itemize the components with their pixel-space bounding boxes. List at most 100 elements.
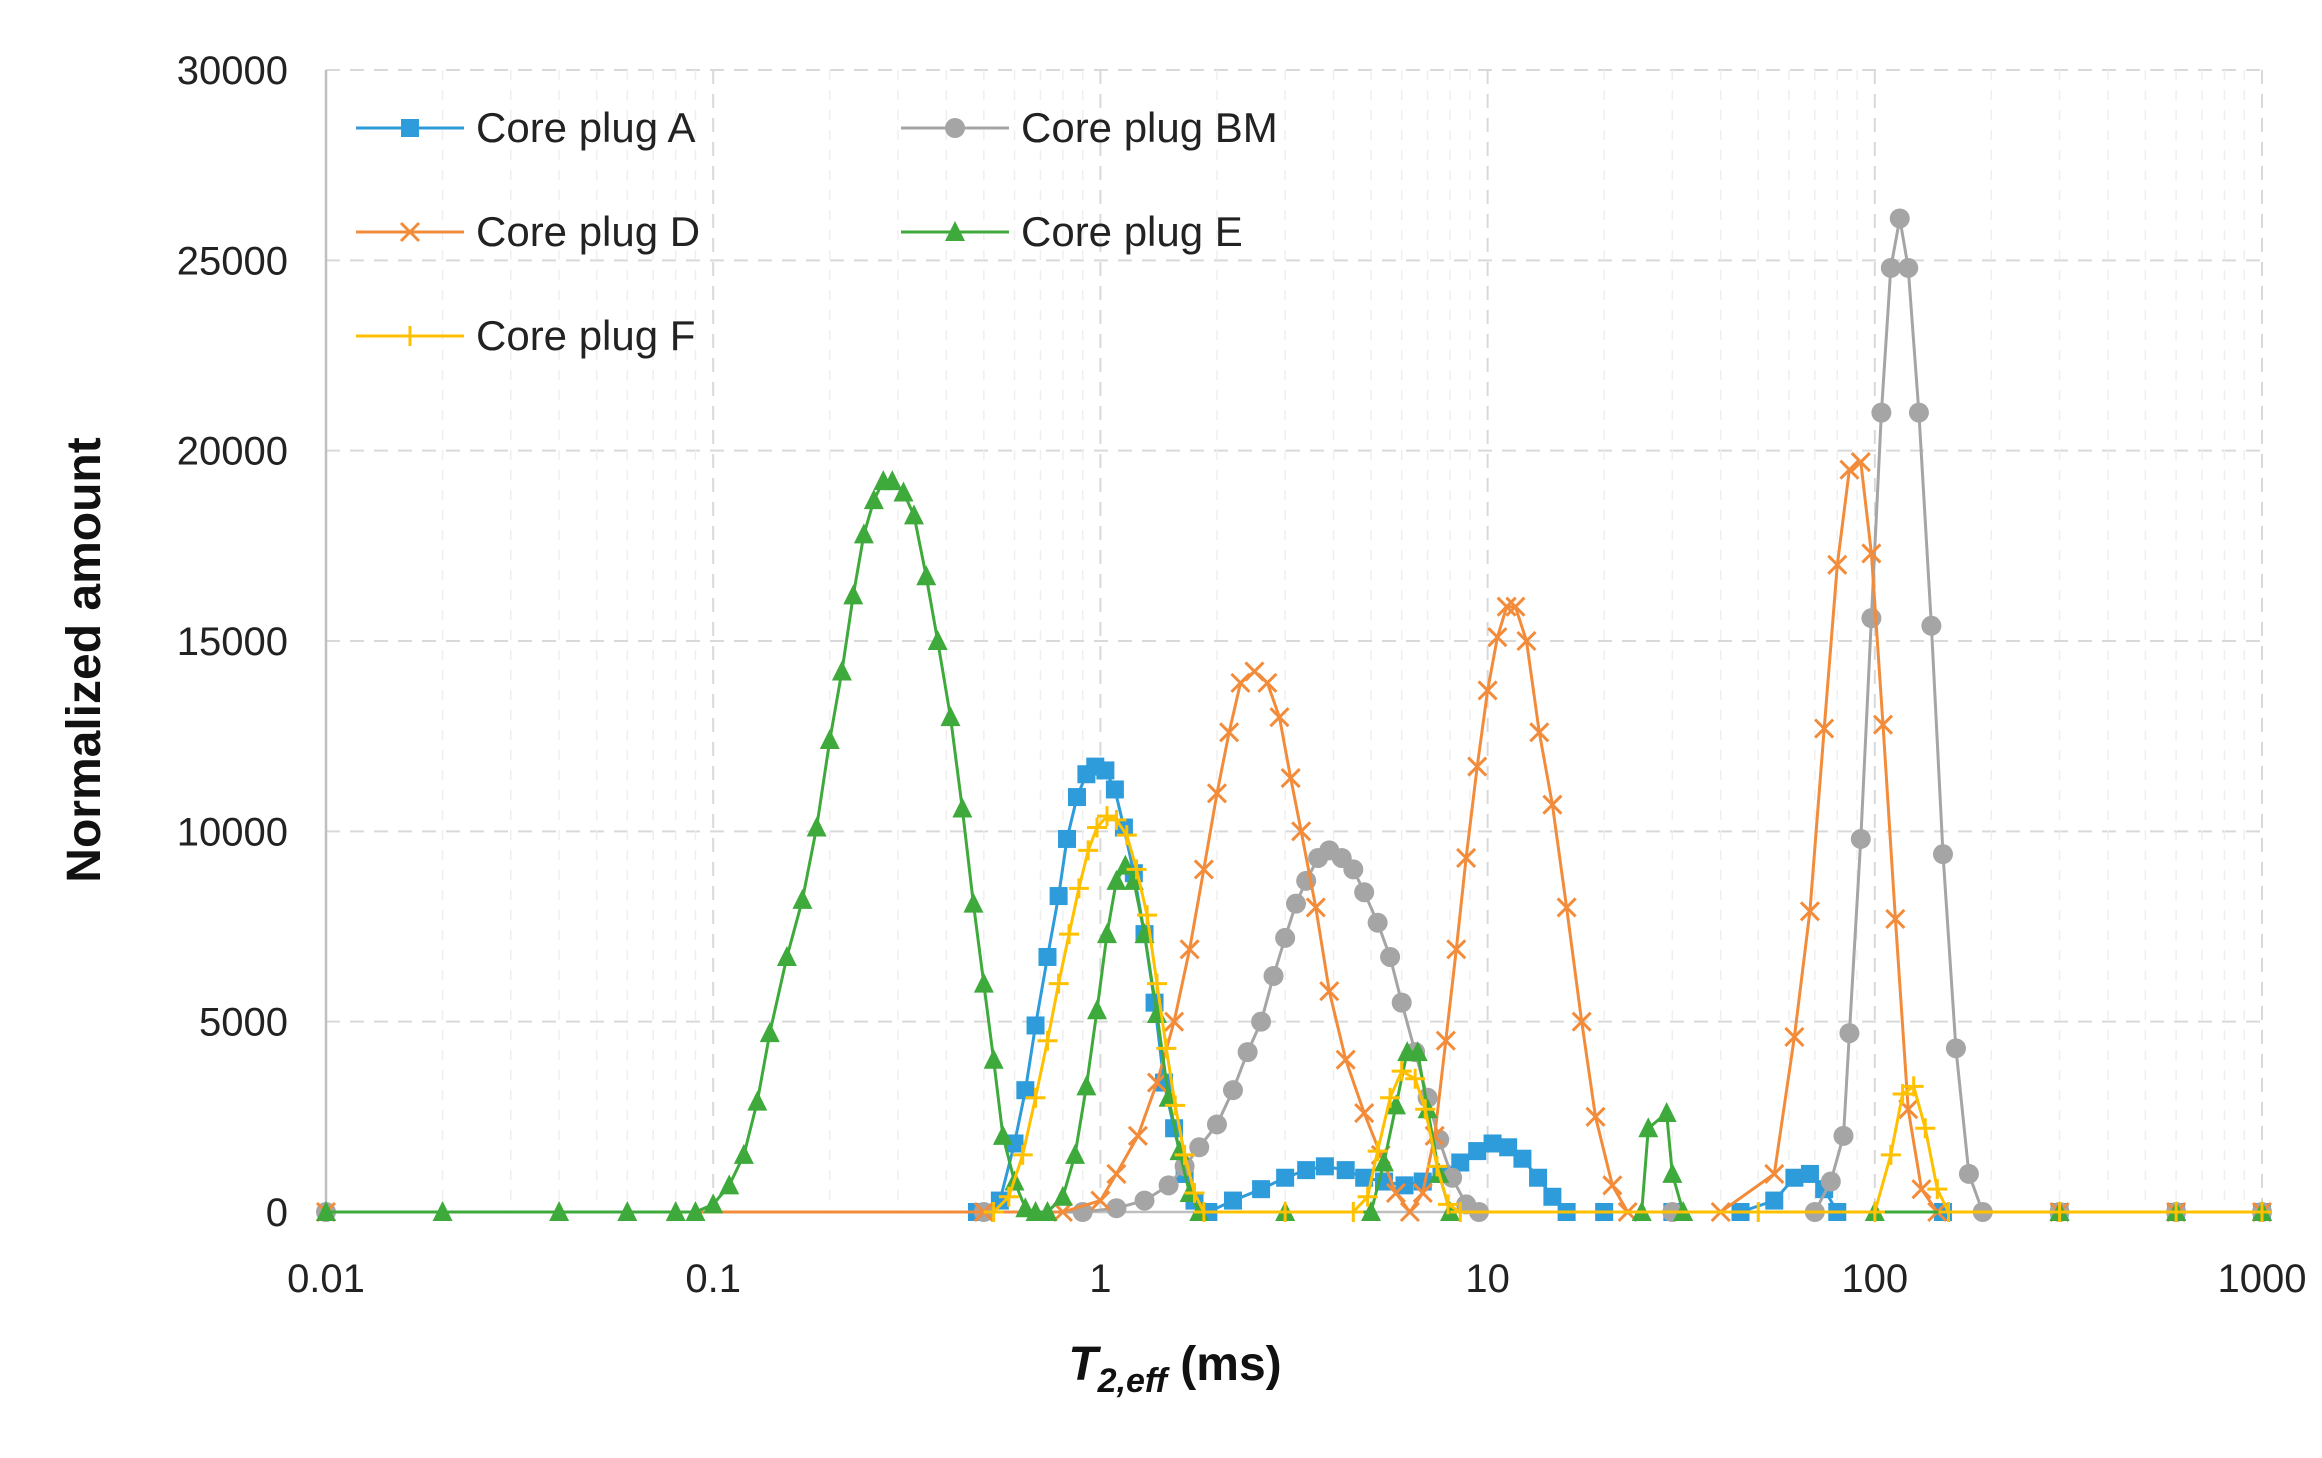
- y-axis-title: Normalized amount: [58, 437, 111, 882]
- data-point: [1068, 878, 1089, 899]
- data-point: [1012, 1144, 1033, 1165]
- data-point: [1820, 1171, 1841, 1192]
- data-point: [1814, 718, 1835, 739]
- data-point: [1251, 1011, 1272, 1032]
- data-point: [1543, 1187, 1562, 1206]
- data-point: [2049, 1202, 2070, 1222]
- data-point: [733, 1143, 754, 1164]
- data-point: [1090, 1190, 1111, 1211]
- data-point: [1487, 627, 1508, 648]
- x-axis-title-subscript: 2,eff: [1097, 1362, 1171, 1400]
- legend-label: Core plug E: [1021, 208, 1243, 255]
- data-point: [1087, 999, 1108, 1020]
- data-point: [1297, 1161, 1316, 1180]
- data-point: [940, 706, 961, 727]
- legend-layer: Core plug A Core plug BM Core plug D Core p…: [356, 104, 1278, 359]
- data-point: [1467, 756, 1488, 777]
- data-point: [927, 630, 948, 650]
- data-point: [2252, 1202, 2272, 1222]
- data-point: [665, 1201, 686, 1221]
- data-point: [1193, 1202, 1214, 1222]
- data-point: [1556, 897, 1577, 918]
- data-point: [1880, 1144, 1901, 1165]
- legend-label: Core plug A: [476, 104, 695, 151]
- data-point: [1908, 402, 1929, 423]
- data-point: [1440, 1201, 1461, 1221]
- data-point: [1380, 946, 1401, 967]
- data-point: [1903, 1076, 1924, 1097]
- data-point: [1861, 543, 1882, 564]
- data-point: [1206, 783, 1228, 804]
- data-point: [1827, 554, 1848, 575]
- data-point: [853, 523, 874, 544]
- data-point: [1087, 817, 1107, 838]
- data-point: [1784, 1026, 1805, 1047]
- x-tick-label: 0.01: [287, 1257, 365, 1301]
- x-tick-label: 1: [1089, 1257, 1111, 1301]
- data-point: [1335, 1049, 1356, 1070]
- series-layer: [315, 208, 2273, 1223]
- legend-entry-core-plug-a: Core plug A: [356, 104, 695, 151]
- data-point: [1319, 981, 1340, 1002]
- data-point: [1269, 707, 1290, 728]
- data-point: [1927, 1179, 1948, 1200]
- data-point: [1412, 1182, 1433, 1204]
- data-point: [1885, 908, 1906, 929]
- data-point: [882, 470, 903, 491]
- data-point: [1164, 1011, 1185, 1032]
- data-point: [1880, 257, 1901, 278]
- data-point: [1839, 459, 1860, 480]
- data-point: [1146, 973, 1167, 994]
- data-point: [1025, 1087, 1046, 1108]
- data-point: [1892, 1083, 1913, 1104]
- data-point: [1026, 1016, 1045, 1035]
- data-point: [792, 888, 813, 909]
- x-axis-title-main: T: [1068, 1338, 1101, 1391]
- data-point: [806, 816, 827, 837]
- data-point: [952, 797, 973, 818]
- data-point: [1529, 1168, 1548, 1187]
- data-point: [1399, 1201, 1420, 1223]
- data-point: [1765, 1191, 1784, 1210]
- data-point: [1343, 1202, 1364, 1222]
- data-point: [1184, 1182, 1205, 1203]
- data-point: [1435, 1030, 1456, 1051]
- data-point: [819, 728, 840, 749]
- data-point: [719, 1174, 740, 1195]
- x-axis-title-unit: (ms): [1167, 1338, 1282, 1391]
- data-point: [1437, 1194, 1458, 1215]
- data-point: [1385, 1182, 1407, 1204]
- y-tick-label: 25000: [177, 239, 288, 283]
- data-point: [1097, 806, 1117, 827]
- data-point: [617, 1201, 638, 1221]
- data-point: [1889, 208, 1910, 229]
- data-point: [1499, 1138, 1518, 1157]
- data-point: [1078, 840, 1099, 861]
- data-point: [963, 892, 984, 913]
- data-point: [1336, 1161, 1355, 1180]
- data-point: [1921, 615, 1942, 636]
- legend-entry-core-plug-e: Core plug E: [901, 208, 1243, 255]
- data-point: [316, 1201, 336, 1221]
- data-point: [1291, 821, 1312, 842]
- data-point: [1076, 1075, 1097, 1096]
- data-point: [992, 1124, 1013, 1145]
- legend-label: Core plug F: [476, 312, 695, 359]
- data-point: [747, 1090, 768, 1111]
- data-point: [1958, 1163, 1979, 1184]
- data-point: [1385, 1094, 1406, 1115]
- data-point: [1049, 887, 1068, 906]
- y-tick-label: 10000: [177, 810, 288, 854]
- data-point: [1285, 893, 1306, 914]
- data-point: [1662, 1162, 1683, 1183]
- data-point: [1945, 1038, 1966, 1059]
- data-point: [1156, 1038, 1177, 1059]
- data-point: [1005, 1134, 1024, 1153]
- data-point: [1911, 1179, 1932, 1200]
- data-point: [1263, 965, 1284, 986]
- data-point: [1096, 761, 1115, 780]
- data-point: [1451, 1153, 1470, 1172]
- data-point: [1361, 1201, 1382, 1221]
- legend-entry-core-plug-bm: Core plug BM: [901, 104, 1278, 151]
- x-tick-label: 100: [1841, 1257, 1908, 1301]
